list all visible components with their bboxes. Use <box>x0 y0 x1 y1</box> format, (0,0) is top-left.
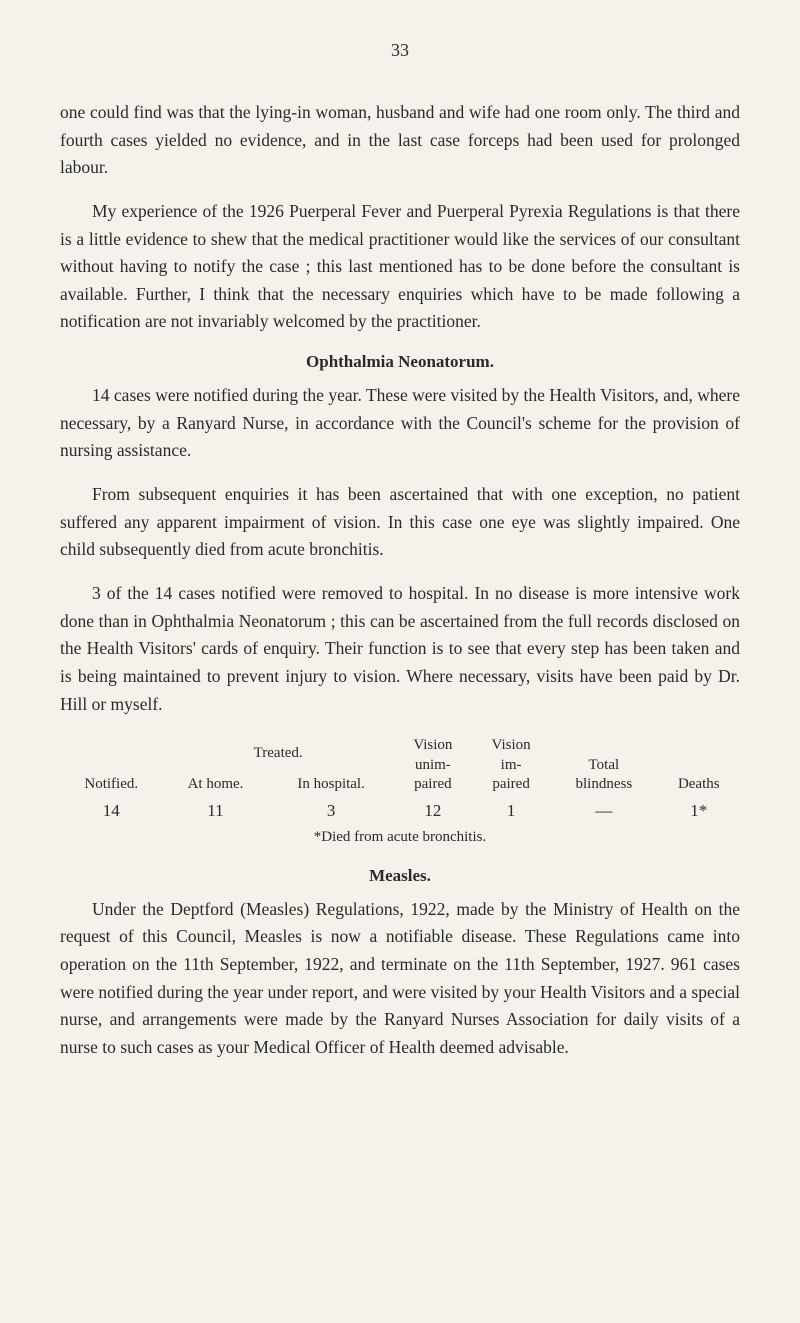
heading-measles: Measles. <box>60 866 740 886</box>
th-vision-impaired: Vision im- paired <box>472 734 550 797</box>
paragraph-6: Under the Deptford (Measles) Regulations… <box>60 896 740 1062</box>
cell-at-home: 11 <box>163 797 269 825</box>
paragraph-3: 14 cases were notified during the year. … <box>60 382 740 465</box>
paragraph-2: My experience of the 1926 Puerperal Feve… <box>60 198 740 336</box>
table-footnote: *Died from acute bronchitis. <box>60 829 740 846</box>
data-table: Notified. Treated. Vision unim- paired V… <box>60 734 740 825</box>
cell-vision-unimpaired: 12 <box>394 797 472 825</box>
page-number: 33 <box>60 40 740 61</box>
th-treated: Treated. <box>163 734 394 765</box>
paragraph-1: one could find was that the lying-in wom… <box>60 99 740 182</box>
cell-in-hospital: 3 <box>268 797 393 825</box>
th-total-blindness: Total blindness <box>550 734 657 797</box>
paragraph-4: From subsequent enquiries it has been as… <box>60 481 740 564</box>
cell-total-blindness: — <box>550 797 657 825</box>
cell-notified: 14 <box>60 797 163 825</box>
ophthalmia-table: Notified. Treated. Vision unim- paired V… <box>60 734 740 825</box>
cell-deaths: 1* <box>658 797 740 825</box>
th-notified: Notified. <box>60 734 163 797</box>
th-deaths: Deaths <box>658 734 740 797</box>
cell-vision-impaired: 1 <box>472 797 550 825</box>
th-vision-unimpaired: Vision unim- paired <box>394 734 472 797</box>
paragraph-5: 3 of the 14 cases notified were removed … <box>60 580 740 718</box>
th-in-hospital: In hospital. <box>268 765 393 796</box>
heading-ophthalmia: Ophthalmia Neonatorum. <box>60 352 740 372</box>
th-at-home: At home. <box>163 765 269 796</box>
table-row: 14 11 3 12 1 — 1* <box>60 797 740 825</box>
